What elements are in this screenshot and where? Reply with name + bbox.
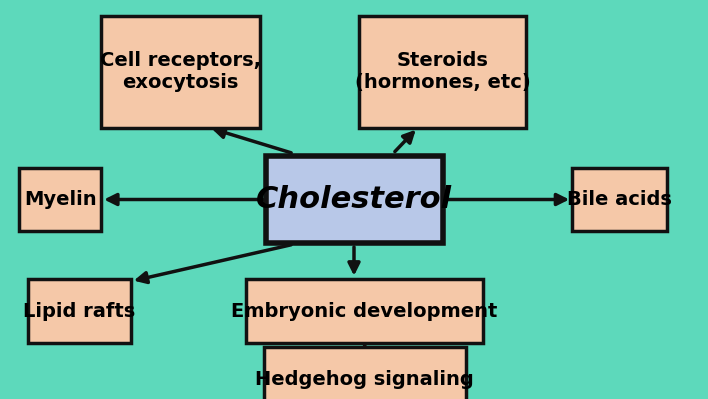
Text: Cell receptors,
exocytosis: Cell receptors, exocytosis <box>100 51 261 92</box>
Text: Bile acids: Bile acids <box>567 190 672 209</box>
FancyBboxPatch shape <box>28 279 130 343</box>
FancyBboxPatch shape <box>246 279 484 343</box>
FancyBboxPatch shape <box>20 168 101 231</box>
Text: Steroids
(hormones, etc): Steroids (hormones, etc) <box>355 51 530 92</box>
FancyBboxPatch shape <box>101 16 261 128</box>
Text: Cholesterol: Cholesterol <box>256 185 452 214</box>
Text: Embryonic development: Embryonic development <box>232 302 498 321</box>
Text: Lipid rafts: Lipid rafts <box>23 302 135 321</box>
Text: Myelin: Myelin <box>24 190 96 209</box>
FancyBboxPatch shape <box>572 168 667 231</box>
FancyBboxPatch shape <box>360 16 525 128</box>
FancyBboxPatch shape <box>266 156 442 243</box>
FancyBboxPatch shape <box>263 347 466 399</box>
Text: Hedgehog signaling: Hedgehog signaling <box>256 369 474 389</box>
